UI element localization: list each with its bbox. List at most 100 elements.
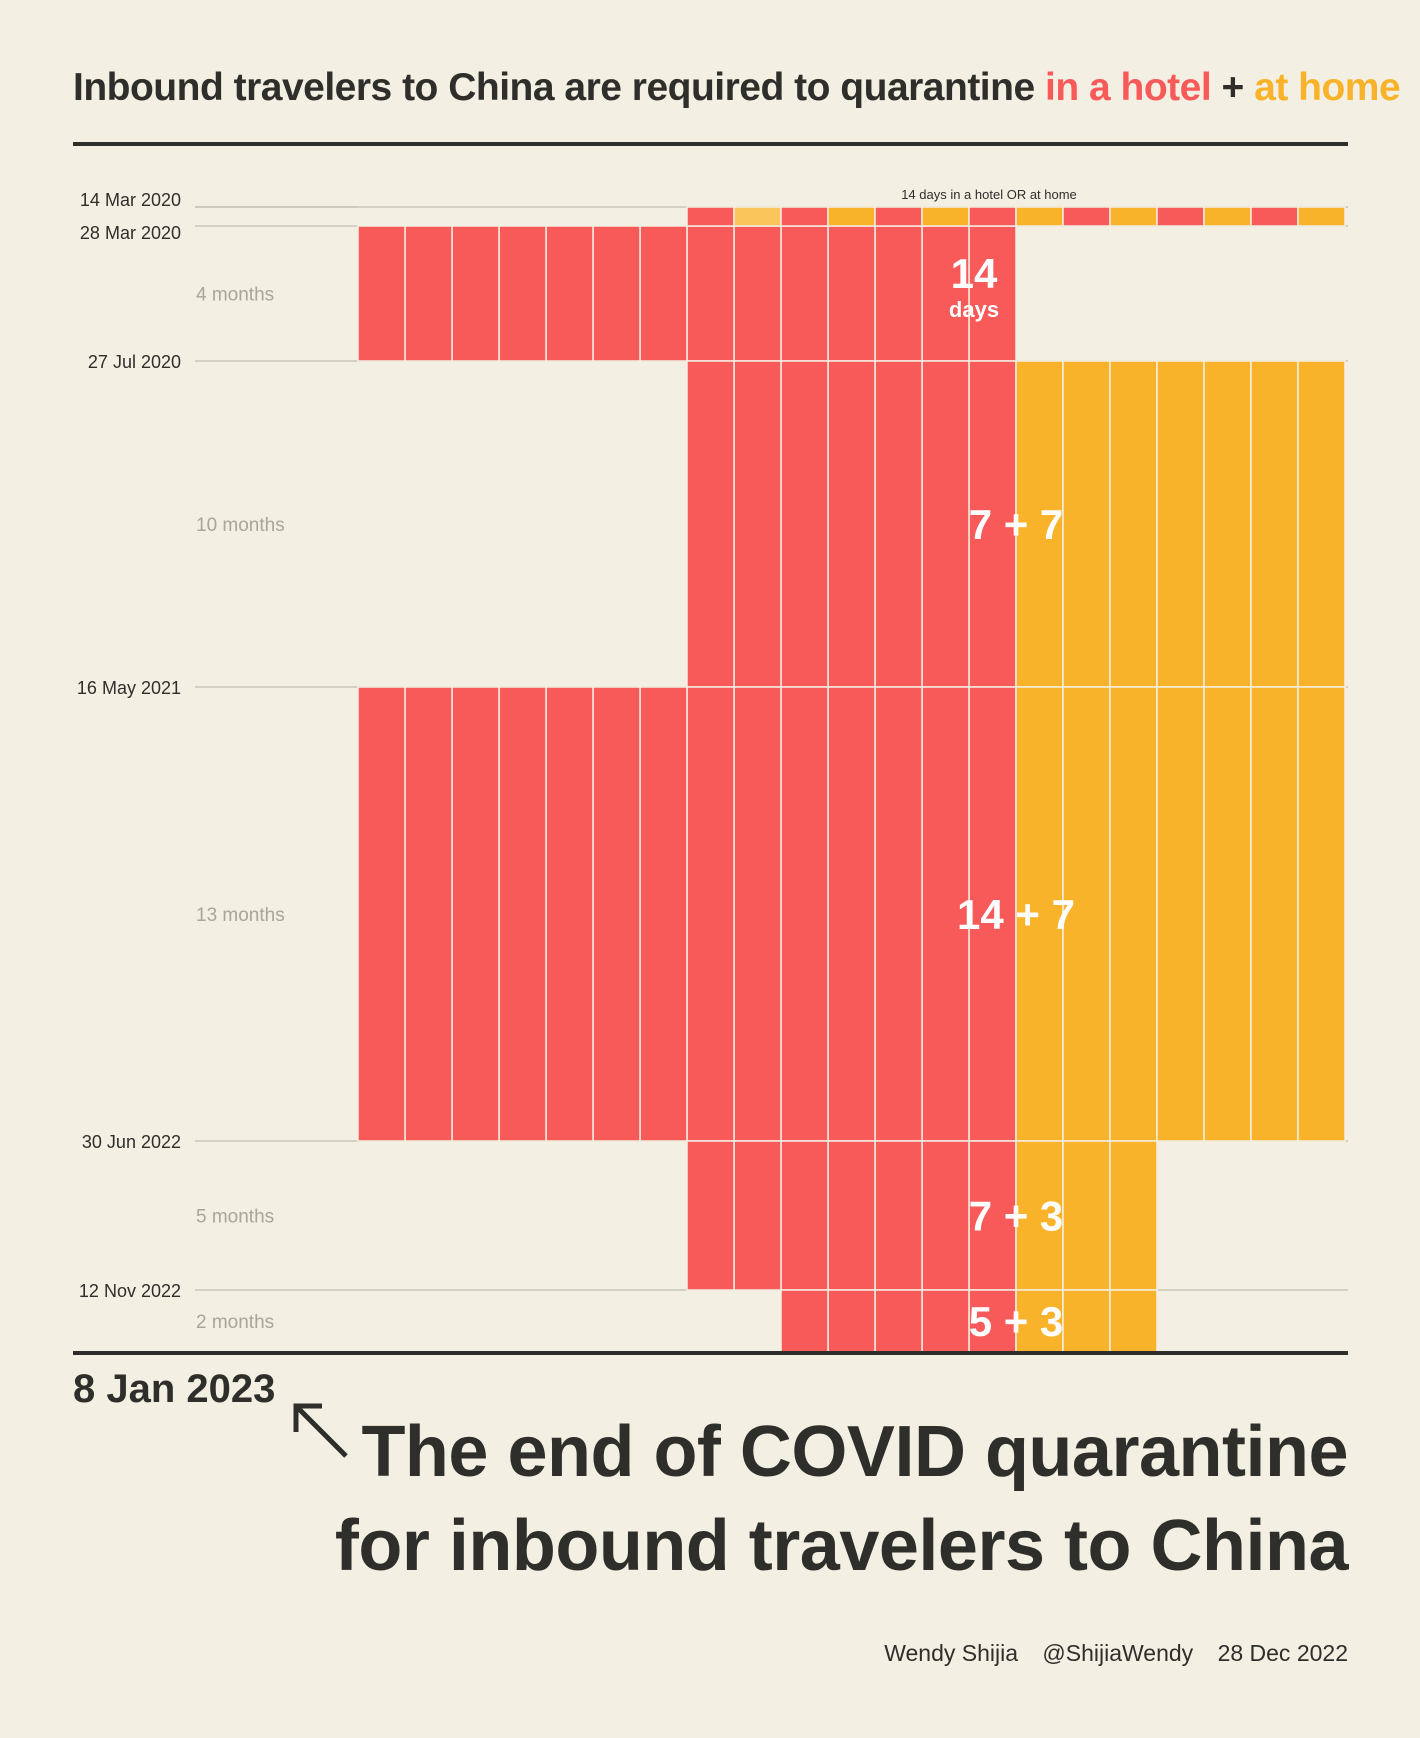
chart-title: Inbound travelers to China are required … xyxy=(73,66,1401,110)
hotel-day-cell xyxy=(545,686,594,1142)
hotel-day-cell xyxy=(639,686,688,1142)
either-day-cell xyxy=(1250,206,1299,227)
hotel-day-cell xyxy=(780,1289,829,1353)
duration-label: 13 months xyxy=(196,905,285,926)
either-day-cell xyxy=(780,206,829,227)
top-rule xyxy=(73,142,1348,146)
home-day-cell xyxy=(1062,1289,1111,1353)
hotel-day-cell xyxy=(874,360,923,688)
hotel-day-cell xyxy=(921,686,970,1142)
hotel-day-cell xyxy=(545,225,594,362)
either-day-cell xyxy=(1062,206,1111,227)
quarantine-chart: 14 Mar 2020 28 Mar 2020 27 Jul 2020 16 May … xyxy=(73,187,1348,1355)
arrow-up-left-icon xyxy=(293,1403,348,1458)
home-day-cell xyxy=(1062,1140,1111,1291)
hotel-day-cell xyxy=(921,1289,970,1353)
home-day-cell xyxy=(1250,686,1299,1142)
hotel-day-cell xyxy=(921,360,970,688)
hotel-day-cell xyxy=(874,1289,923,1353)
bottom-rule xyxy=(73,1351,1348,1355)
hotel-day-cell xyxy=(780,360,829,688)
title-prefix: Inbound travelers to China are required … xyxy=(73,66,1045,109)
date-tick-label: 28 Mar 2020 xyxy=(80,223,181,243)
either-day-cell xyxy=(1297,206,1346,227)
value-label-unit: days xyxy=(949,297,999,322)
hotel-day-cell xyxy=(780,225,829,362)
home-day-cell xyxy=(1156,360,1205,688)
duration-label: 2 months xyxy=(196,1312,274,1333)
hotel-day-cell xyxy=(498,686,547,1142)
hotel-day-cell xyxy=(404,225,453,362)
twitter-handle: @ShijiaWendy xyxy=(1042,1640,1194,1666)
hotel-day-cell xyxy=(592,225,641,362)
date-tick-label: 12 Nov 2022 xyxy=(79,1281,181,1301)
home-day-cell xyxy=(1250,360,1299,688)
title-home: at home xyxy=(1254,66,1401,109)
either-day-cell xyxy=(1156,206,1205,227)
home-day-cell xyxy=(1062,360,1111,688)
hotel-day-cell xyxy=(968,360,1017,688)
home-day-cell xyxy=(1109,1289,1158,1353)
hotel-day-cell xyxy=(968,225,1017,362)
date-tick-label: 30 Jun 2022 xyxy=(82,1132,181,1152)
hotel-day-cell xyxy=(451,225,500,362)
hotel-day-cell xyxy=(827,686,876,1142)
hotel-day-cell xyxy=(874,1140,923,1291)
value-label: 7 + 3 xyxy=(969,1193,1064,1240)
date-tick-label: 27 Jul 2020 xyxy=(88,352,181,372)
title-plus: + xyxy=(1211,66,1255,109)
either-day-cell xyxy=(827,206,876,227)
hotel-day-cell xyxy=(968,686,1017,1142)
date-tick-label: 16 May 2021 xyxy=(77,678,181,698)
either-day-cell xyxy=(1015,206,1064,227)
home-day-cell xyxy=(1015,360,1064,688)
home-day-cell xyxy=(1156,686,1205,1142)
value-label: 14 xyxy=(951,250,998,297)
strip-background xyxy=(358,206,687,226)
hotel-day-cell xyxy=(686,225,735,362)
hotel-day-cell xyxy=(733,1140,782,1291)
home-day-cell xyxy=(1015,686,1064,1142)
hotel-day-cell xyxy=(451,686,500,1142)
duration-label: 4 months xyxy=(196,285,274,306)
hotel-day-cell xyxy=(968,1289,1017,1353)
hotel-day-cell xyxy=(733,360,782,688)
hotel-day-cell xyxy=(686,360,735,688)
either-day-cell xyxy=(1203,206,1252,227)
home-day-cell xyxy=(1109,1140,1158,1291)
home-day-cell xyxy=(1203,686,1252,1142)
hotel-day-cell xyxy=(780,686,829,1142)
hotel-day-cell xyxy=(498,225,547,362)
either-day-cell xyxy=(874,206,923,227)
home-day-cell xyxy=(1297,360,1346,688)
hotel-day-cell xyxy=(639,225,688,362)
hotel-day-cell xyxy=(827,1140,876,1291)
end-date-label: 8 Jan 2023 xyxy=(73,1367,276,1411)
duration-label: 10 months xyxy=(196,515,285,536)
hotel-day-cell xyxy=(686,1140,735,1291)
home-day-cell xyxy=(1109,686,1158,1142)
hotel-day-cell xyxy=(404,686,453,1142)
hotel-day-cell xyxy=(827,360,876,688)
headline: The end of COVID quarantine for inbound … xyxy=(248,1405,1349,1593)
publish-date: 28 Dec 2022 xyxy=(1217,1640,1348,1666)
credits: Wendy Shijia @ShijiaWendy 28 Dec 2022 xyxy=(866,1640,1348,1667)
hotel-day-cell xyxy=(874,225,923,362)
hotel-day-cell xyxy=(357,225,406,362)
either-day-cell xyxy=(968,206,1017,227)
headline-line-1: The end of COVID quarantine xyxy=(361,1412,1348,1492)
hotel-day-cell xyxy=(874,686,923,1142)
home-day-cell xyxy=(1203,360,1252,688)
duration-label: 5 months xyxy=(196,1207,274,1228)
either-day-cell xyxy=(733,206,782,227)
title-hotel: in a hotel xyxy=(1045,66,1212,109)
hotel-day-cell xyxy=(968,1140,1017,1291)
either-day-cell xyxy=(686,206,735,227)
hotel-day-cell xyxy=(827,1289,876,1353)
author: Wendy Shijia xyxy=(884,1640,1018,1666)
hotel-day-cell xyxy=(827,225,876,362)
hotel-day-cell xyxy=(733,225,782,362)
hotel-day-cell xyxy=(733,686,782,1142)
hotel-day-cell xyxy=(686,686,735,1142)
value-label: 14 + 7 xyxy=(957,891,1075,938)
